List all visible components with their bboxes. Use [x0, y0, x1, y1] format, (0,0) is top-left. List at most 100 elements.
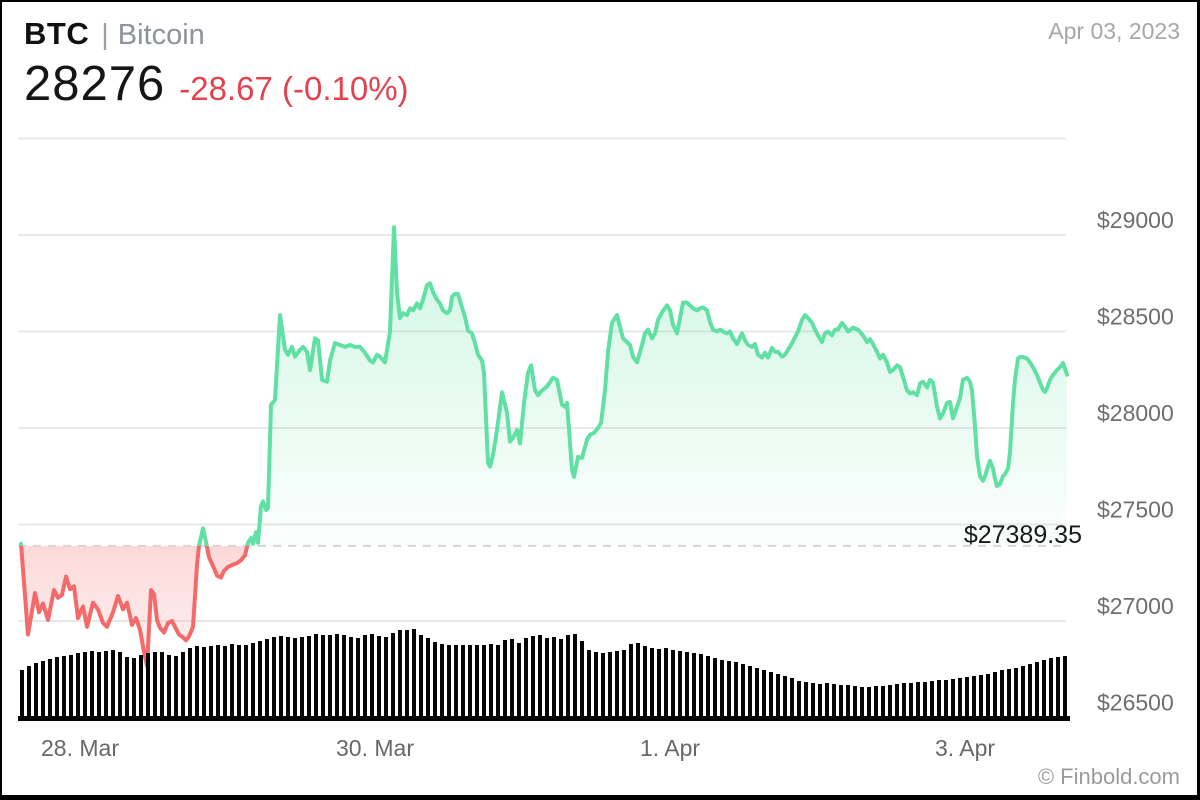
volume-bar — [1056, 657, 1060, 718]
volume-bar — [510, 639, 514, 718]
volume-bar — [867, 687, 871, 718]
volume-bar — [489, 644, 493, 718]
volume-bar — [34, 663, 38, 718]
volume-bar — [643, 646, 647, 718]
volume-bar — [370, 634, 374, 718]
volume-bar — [566, 635, 570, 718]
volume-bar — [902, 683, 906, 718]
volume-bar — [909, 683, 913, 718]
volume-bar — [286, 637, 290, 718]
volume-bar — [748, 666, 752, 718]
volume-bar — [251, 643, 255, 718]
volume-bar — [804, 682, 808, 718]
volume-bar — [1021, 666, 1025, 718]
previous-close-price-label: $27389.35 — [964, 521, 1082, 549]
volume-bar — [888, 685, 892, 718]
volume-bar — [944, 680, 948, 718]
volume-bar — [244, 645, 248, 718]
volume-bar — [839, 685, 843, 718]
volume-bar — [965, 677, 969, 718]
volume-bar — [76, 653, 80, 718]
header: BTC | Bitcoin — [24, 16, 205, 52]
volume-bar — [41, 661, 45, 718]
volume-bar — [664, 648, 668, 718]
price-change: -28.67 (-0.10%) — [179, 70, 409, 107]
volume-bar — [671, 650, 675, 718]
volume-bar — [762, 670, 766, 718]
volume-bar — [433, 642, 437, 718]
volume-bar — [328, 635, 332, 718]
volume-bar — [314, 634, 318, 718]
volume-bar — [1063, 656, 1067, 718]
volume-bar — [986, 674, 990, 718]
volume-bar — [622, 650, 626, 718]
volume-bar — [545, 638, 549, 718]
volume-bar — [972, 676, 976, 718]
volume-bar — [419, 635, 423, 718]
y-axis-label: $26500 — [1097, 690, 1174, 716]
volume-bar — [825, 683, 829, 718]
volume-bar — [734, 662, 738, 718]
volume-bar — [398, 630, 402, 718]
volume-bar — [601, 653, 605, 718]
volume-bar — [27, 666, 31, 718]
volume-bar — [580, 641, 584, 718]
volume-bar — [685, 652, 689, 718]
volume-bar — [216, 645, 220, 718]
volume-bar — [692, 653, 696, 718]
x-axis-label: 3. Apr — [935, 735, 995, 761]
volume-bar — [412, 629, 416, 718]
volume-bar — [223, 646, 227, 718]
volume-bar — [230, 644, 234, 718]
volume-bar — [447, 645, 451, 718]
volume-bar — [272, 637, 276, 718]
volume-bar — [496, 645, 500, 718]
volume-bar — [881, 686, 885, 718]
volume-bar — [587, 650, 591, 718]
volume-bar — [930, 681, 934, 718]
volume-axis-line — [18, 716, 1070, 721]
volume-bar — [188, 648, 192, 718]
volume-bar — [979, 675, 983, 718]
volume-bar — [811, 683, 815, 718]
volume-bar — [615, 651, 619, 718]
volume-bar — [475, 645, 479, 718]
volume-bar — [321, 635, 325, 718]
volume-bar — [860, 687, 864, 718]
y-axis-label: $27000 — [1097, 593, 1174, 619]
volume-bar — [146, 653, 150, 718]
volume-bar — [209, 646, 213, 718]
volume-bar — [1000, 670, 1004, 718]
volume-bar — [349, 637, 353, 718]
volume-bar — [440, 644, 444, 718]
volume-bar — [265, 639, 269, 718]
y-axis-label: $29000 — [1097, 207, 1174, 233]
volume-bar — [468, 645, 472, 718]
y-axis-label: $27500 — [1097, 497, 1174, 523]
y-axis-label: $28000 — [1097, 400, 1174, 426]
volume-bar — [1028, 664, 1032, 718]
volume-bar — [713, 658, 717, 718]
price-row: 28276 -28.67 (-0.10%) — [24, 56, 409, 112]
volume-bar — [776, 674, 780, 718]
volume-bar — [405, 630, 409, 718]
volume-bar — [237, 645, 241, 718]
volume-bar — [1007, 669, 1011, 718]
volume-bar — [657, 649, 661, 718]
price-area-negative — [21, 545, 1067, 666]
volume-bar — [384, 637, 388, 718]
volume-bar — [132, 658, 136, 718]
volume-bar — [279, 636, 283, 718]
volume-bar — [503, 640, 507, 718]
volume-bar — [846, 685, 850, 718]
volume-bar — [125, 657, 129, 718]
volume-bar — [363, 635, 367, 718]
volume-bar — [832, 684, 836, 718]
copyright-credit: © Finbold.com — [1037, 764, 1180, 789]
volume-bar — [629, 644, 633, 718]
volume-bar — [741, 664, 745, 718]
volume-bar — [790, 678, 794, 718]
volume-bar — [636, 643, 640, 718]
